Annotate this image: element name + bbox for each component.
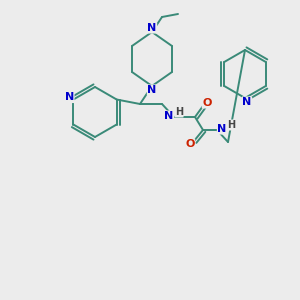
Text: O: O (202, 98, 212, 108)
Text: N: N (147, 23, 157, 33)
Text: N: N (164, 111, 174, 121)
Text: N: N (218, 124, 226, 134)
Text: N: N (65, 92, 74, 103)
Text: O: O (185, 139, 195, 149)
Text: N: N (242, 97, 252, 107)
Text: N: N (147, 85, 157, 95)
Text: H: H (227, 120, 235, 130)
Text: H: H (175, 107, 183, 117)
